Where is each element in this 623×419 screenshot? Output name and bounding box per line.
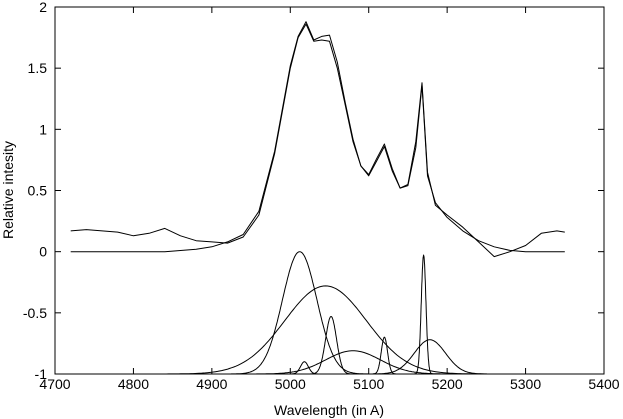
gaussian-component-7 xyxy=(367,339,493,375)
x-tick-label: 5300 xyxy=(510,376,541,392)
gaussian-component-2 xyxy=(162,285,489,375)
x-tick-label: 5200 xyxy=(432,376,463,392)
x-tick-label: 4800 xyxy=(118,376,149,392)
x-tick-label: 5000 xyxy=(275,376,306,392)
series-line-model-fit xyxy=(70,21,565,253)
y-tick-label: -1 xyxy=(35,366,48,382)
y-axis-label: Relative intesity xyxy=(0,141,16,239)
x-axis-label: Wavelength (in A) xyxy=(274,402,384,418)
x-tick-label: 4700 xyxy=(39,376,70,392)
gaussian-component-6 xyxy=(413,254,434,375)
x-tick-labels: 4700 4800 4900 5000 5100 5200 5300 5400 xyxy=(39,376,619,392)
gaussian-component-3 xyxy=(309,315,353,375)
x-tick-label: 5400 xyxy=(588,376,619,392)
axis-ticks xyxy=(54,6,605,375)
y-tick-label: -0.5 xyxy=(23,305,47,321)
series-line-observed-noisy xyxy=(70,23,565,258)
gaussian-component-1 xyxy=(230,251,369,375)
y-tick-label: 1.5 xyxy=(28,60,48,76)
x-tick-label: 5100 xyxy=(353,376,384,392)
gaussian-component-8 xyxy=(288,361,321,375)
gaussian-component-5 xyxy=(371,336,397,375)
y-tick-labels: -1 -0.5 0 0.5 1 1.5 2 xyxy=(23,0,47,382)
series-layer xyxy=(70,21,565,258)
component-layer xyxy=(162,251,493,375)
x-tick-label: 4900 xyxy=(196,376,227,392)
y-tick-label: 1 xyxy=(39,121,47,137)
y-tick-label: 0.5 xyxy=(28,183,48,199)
gaussian-component-4 xyxy=(243,350,463,375)
y-tick-label: 2 xyxy=(39,0,47,15)
y-tick-label: 0 xyxy=(39,244,47,260)
